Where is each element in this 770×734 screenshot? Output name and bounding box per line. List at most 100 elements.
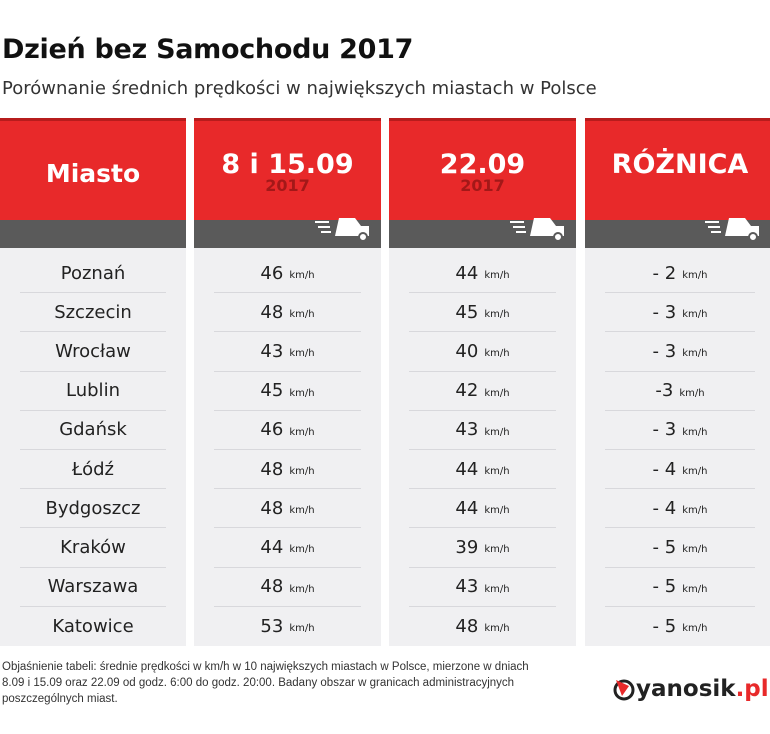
table-cell: Poznań — [20, 254, 166, 294]
table-cell: Lublin — [20, 372, 166, 411]
table-cell: 44 km/h — [214, 528, 361, 568]
speed-value: - 3 — [652, 340, 677, 362]
truck-icon — [705, 218, 759, 242]
city-name: Wrocław — [55, 340, 131, 362]
table-cell: 46 km/h — [214, 254, 361, 294]
header-year: 2017 — [460, 176, 505, 195]
table-cell: 43 km/h — [409, 411, 556, 450]
speed-value: 48 — [455, 615, 479, 637]
speed-value: 42 — [455, 380, 479, 402]
speed-value: 45 — [260, 380, 284, 402]
table-cell: Kraków — [20, 528, 166, 568]
speed-value: 43 — [260, 340, 284, 362]
unit-label: km/h — [484, 623, 510, 635]
unit-label: km/h — [289, 583, 315, 595]
table-cell: Łódź — [20, 450, 166, 490]
city-name: Gdańsk — [59, 419, 127, 441]
truck-icon — [315, 218, 369, 242]
header-label: Miasto — [45, 159, 141, 188]
table-cell: - 5 km/h — [605, 568, 755, 607]
unit-label: km/h — [682, 623, 708, 635]
unit-label: km/h — [289, 505, 315, 517]
table-cell: 48 km/h — [214, 489, 361, 529]
yanosik-logo: yanosik .pl — [612, 676, 769, 702]
speed-value: 48 — [260, 576, 284, 598]
speed-value: - 5 — [652, 536, 677, 558]
table-cell: 48 km/h — [214, 293, 361, 333]
speed-value: 53 — [260, 615, 284, 637]
unit-label: km/h — [289, 623, 315, 635]
speed-value: 48 — [260, 458, 284, 480]
table-cell: -3 km/h — [605, 372, 755, 411]
table-cell: - 3 km/h — [605, 293, 755, 333]
table-cell: Wrocław — [20, 332, 166, 372]
logo-tld: .pl — [735, 676, 769, 702]
header-bar — [0, 220, 186, 248]
table-cell: - 3 km/h — [605, 332, 755, 372]
table-cell: 39 km/h — [409, 528, 556, 568]
unit-label: km/h — [289, 270, 315, 282]
speed-value: - 4 — [652, 497, 677, 519]
city-name: Kraków — [60, 536, 126, 558]
table-cell: - 5 km/h — [605, 607, 755, 646]
speed-value: 44 — [260, 536, 284, 558]
column-difference: RÓŻNICA - 2 km/h - 3 km/h - 3 km/h -3 km/h - 3 km… — [585, 118, 770, 646]
table-cell: 43 km/h — [409, 568, 556, 607]
table-cell: 48 km/h — [214, 450, 361, 490]
unit-label: km/h — [289, 348, 315, 360]
speed-value: 40 — [455, 340, 479, 362]
column-header: 8 i 15.09 2017 — [194, 118, 381, 242]
unit-label: km/h — [289, 544, 315, 556]
city-name: Łódź — [71, 458, 114, 480]
page-title: Dzień bez Samochodu 2017 — [2, 34, 414, 65]
table-cell: 45 km/h — [409, 293, 556, 333]
speed-value: 46 — [260, 262, 284, 284]
table-cell: 46 km/h — [214, 411, 361, 450]
unit-label: km/h — [289, 426, 315, 438]
table-cell: 45 km/h — [214, 372, 361, 411]
table-cell: 42 km/h — [409, 372, 556, 411]
column-speed-before: 8 i 15.09 2017 46 km/h 48 km/h 43 km/h 45 km/h 46… — [194, 118, 381, 646]
table-cell: Gdańsk — [20, 411, 166, 450]
table-cell: - 3 km/h — [605, 411, 755, 450]
table-cell: 44 km/h — [409, 489, 556, 529]
unit-label: km/h — [484, 505, 510, 517]
speed-value: 44 — [455, 262, 479, 284]
city-name: Katowice — [52, 615, 134, 637]
header-label: RÓŻNICA — [611, 149, 749, 180]
speed-value: 44 — [455, 458, 479, 480]
table-cell: Katowice — [20, 607, 166, 646]
unit-label: km/h — [289, 466, 315, 478]
unit-label: km/h — [682, 270, 708, 282]
column-header: RÓŻNICA — [585, 118, 770, 242]
header-label: 8 i 15.09 — [221, 149, 354, 180]
speed-value: -3 — [655, 380, 674, 402]
logo-name: yanosik — [636, 676, 736, 702]
table-cell: 48 km/h — [214, 568, 361, 607]
table-cell: - 2 km/h — [605, 254, 755, 294]
table-cell: 40 km/h — [409, 332, 556, 372]
truck-icon — [510, 218, 564, 242]
table-cell: - 4 km/h — [605, 450, 755, 490]
speed-value: 45 — [455, 301, 479, 323]
table-cell: Warszawa — [20, 568, 166, 607]
speed-value: 44 — [455, 497, 479, 519]
unit-label: km/h — [484, 426, 510, 438]
city-name: Lublin — [66, 380, 120, 402]
table-cell: - 5 km/h — [605, 528, 755, 568]
city-name: Szczecin — [54, 301, 132, 323]
header-label: 22.09 — [439, 149, 526, 180]
speed-value: 48 — [260, 301, 284, 323]
city-name: Warszawa — [47, 576, 139, 598]
unit-label: km/h — [679, 387, 705, 399]
unit-label: km/h — [682, 426, 708, 438]
header-year: 2017 — [265, 176, 310, 195]
speed-value: 48 — [260, 497, 284, 519]
unit-label: km/h — [484, 583, 510, 595]
unit-label: km/h — [682, 466, 708, 478]
unit-label: km/h — [682, 583, 708, 595]
unit-label: km/h — [682, 505, 708, 517]
speed-value: - 4 — [652, 458, 677, 480]
table-cell: Bydgoszcz — [20, 489, 166, 529]
unit-label: km/h — [484, 309, 510, 321]
